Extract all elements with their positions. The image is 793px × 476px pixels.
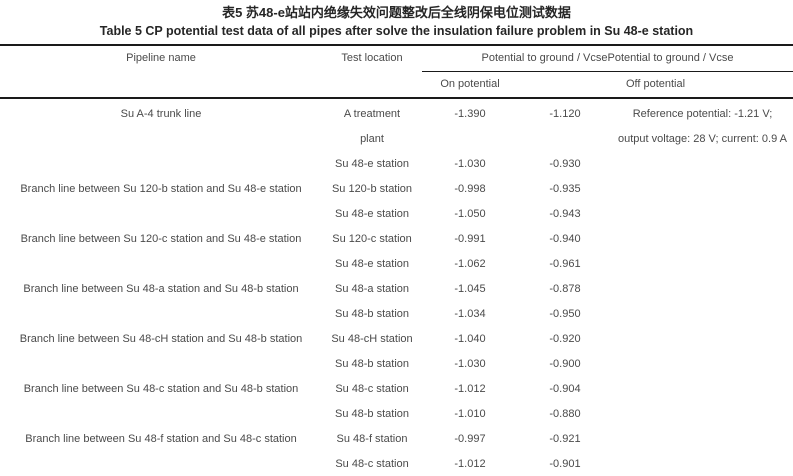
- col-header-pipeline-name: Pipeline name: [0, 45, 322, 99]
- test-location-cell: Su 120-b station: [331, 183, 413, 195]
- off-potential-cell: -0.961: [549, 258, 581, 270]
- test-location-cell: Su 48-c station: [335, 383, 409, 395]
- table-row: Su 48-b station -1.034 -0.950: [0, 302, 793, 327]
- pipeline-name-cell: Su A-4 trunk line: [120, 108, 202, 120]
- potential-group-label-1: Potential to ground / Vcse: [481, 52, 608, 64]
- table-header: Pipeline name Test location Potential to…: [0, 45, 793, 99]
- on-potential-cell: -1.034: [454, 308, 486, 320]
- test-location-cell-wrap: Su 48-c station: [322, 377, 422, 402]
- test-location-cell: Su 48-e station: [335, 158, 409, 170]
- off-potential-cell: -0.943: [549, 208, 581, 220]
- test-location-cell-wrap: Su 48-e station: [322, 152, 422, 177]
- table-row: Su A-4 trunk line A treatment plant -1.390…: [0, 98, 793, 152]
- col-header-potential-group: Potential to ground / VcsePotential to g…: [422, 45, 793, 72]
- on-potential-cell: -1.030: [454, 158, 486, 170]
- test-location-cell: Su 48-e station: [335, 258, 409, 270]
- test-location-cell: Su 48-b station: [335, 408, 409, 420]
- off-potential-cell: -0.904: [549, 383, 581, 395]
- test-location-cell: A treatment plant: [343, 108, 401, 145]
- pipeline-name-cell: Branch line between Su 120-c station and…: [20, 233, 302, 245]
- test-location-cell: Su 48-b station: [335, 308, 409, 320]
- test-location-cell: Su 48-f station: [336, 433, 408, 445]
- test-location-cell: Su 48-b station: [335, 358, 409, 370]
- on-potential-cell: -1.012: [454, 383, 486, 395]
- col-header-on-potential: On potential: [422, 71, 518, 99]
- off-potential-cell: -0.950: [549, 308, 581, 320]
- off-potential-cell: -0.878: [549, 283, 581, 295]
- test-location-cell: Su 48-a station: [335, 283, 409, 295]
- off-potential-cell: -0.880: [549, 408, 581, 420]
- table-row: Su 48-e station -1.030 -0.930: [0, 152, 793, 177]
- table-row: Branch line between Su 48-c station and …: [0, 377, 793, 402]
- note-cell: [612, 177, 793, 227]
- test-location-cell: Su 48-cH station: [331, 333, 413, 345]
- col-header-test-location: Test location: [322, 45, 422, 99]
- on-potential-cell: -1.045: [454, 283, 486, 295]
- table-row: Branch line between Su 48-cH station and…: [0, 327, 793, 352]
- table-row: Branch line between Su 120-b station and…: [0, 177, 793, 202]
- on-potential-cell: -1.062: [454, 258, 486, 270]
- off-potential-cell: -0.930: [549, 158, 581, 170]
- test-location-cell: Su 120-c station: [332, 233, 412, 245]
- table-caption-en: Table 5 CP potential test data of all pi…: [99, 24, 694, 38]
- table-row: Su 48-e station -1.050 -0.943: [0, 202, 793, 227]
- table-row: Branch line between Su 48-a station and …: [0, 277, 793, 302]
- test-location-cell-wrap: Su 48-f station: [322, 427, 422, 452]
- table-row: Branch line between Su 120-c station and…: [0, 227, 793, 252]
- note-cell: [612, 327, 793, 377]
- pipeline-name-cell: Branch line between Su 48-f station and …: [25, 433, 297, 445]
- note-line: output voltage: 28 V; current: 0.9 A: [618, 133, 787, 145]
- test-location-cell-wrap: Su 48-e station: [322, 202, 422, 227]
- on-potential-cell: -0.991: [454, 233, 486, 245]
- note-cell: [612, 227, 793, 277]
- test-location-cell-wrap: Su 48-c station: [322, 452, 422, 476]
- test-location-cell: Su 48-e station: [335, 208, 409, 220]
- on-potential-cell: -1.012: [422, 452, 518, 476]
- potential-group-label-2: Potential to ground / Vcse: [607, 52, 734, 64]
- off-potential-cell: -0.921: [549, 433, 581, 445]
- test-location-cell-wrap: Su 120-c station: [322, 227, 422, 252]
- test-location-cell-wrap: Su 48-b station: [322, 352, 422, 377]
- on-potential-cell: -0.997: [454, 433, 486, 445]
- pipeline-name-cell: Branch line between Su 120-b station and…: [20, 183, 302, 195]
- col-header-off-potential: Off potential: [518, 71, 793, 99]
- note-cell: Reference potential: -1.21 V; output volt…: [612, 98, 793, 177]
- pipeline-name-cell: Branch line between Su 48-cH station and…: [19, 333, 303, 345]
- test-location-cell-wrap: Su 48-cH station: [322, 327, 422, 352]
- test-location-cell-wrap: Su 48-e station: [322, 252, 422, 277]
- test-location-cell-wrap: Su 48-b station: [322, 302, 422, 327]
- off-potential-cell: -0.920: [549, 333, 581, 345]
- off-potential-cell: -0.901: [518, 452, 612, 476]
- table-row: Su 48-b station -1.010 -0.880: [0, 402, 793, 427]
- test-location-cell-wrap: Su 120-b station: [322, 177, 422, 202]
- on-potential-cell: -1.010: [454, 408, 486, 420]
- on-potential-cell: -1.030: [454, 358, 486, 370]
- on-potential-cell: -0.998: [454, 183, 486, 195]
- table-caption-zh: 表5 苏48-e站站内绝缘失效问题整改后全线阴保电位测试数据: [222, 5, 571, 20]
- cp-potential-table: Pipeline name Test location Potential to…: [0, 44, 793, 476]
- off-potential-cell: -0.900: [549, 358, 581, 370]
- table-row: Branch line between Su 48-f station and …: [0, 427, 793, 452]
- table-row: Su 48-c station -1.012 -0.901: [0, 452, 793, 476]
- note-cell: [612, 277, 793, 327]
- table-row: Su 48-e station -1.062 -0.961: [0, 252, 793, 277]
- table-body: Su A-4 trunk line A treatment plant -1.390…: [0, 98, 793, 476]
- on-potential-cell: -1.390: [454, 108, 486, 120]
- pipeline-name-cell: Branch line between Su 48-c station and …: [23, 383, 299, 395]
- on-potential-cell: -1.050: [454, 208, 486, 220]
- table-row: Su 48-b station -1.030 -0.900: [0, 352, 793, 377]
- note-line: Reference potential: -1.21 V;: [632, 108, 773, 120]
- note-cell: [612, 377, 793, 427]
- note-cell: [612, 427, 793, 476]
- test-location-cell-wrap: A treatment plant: [322, 98, 422, 152]
- on-potential-cell: -1.040: [454, 333, 486, 345]
- pipeline-name-cell: Branch line between Su 48-a station and …: [23, 283, 299, 295]
- test-location-cell: Su 48-c station: [335, 458, 409, 470]
- off-potential-cell: -0.935: [549, 183, 581, 195]
- test-location-cell-wrap: Su 48-b station: [322, 402, 422, 427]
- test-location-cell-wrap: Su 48-a station: [322, 277, 422, 302]
- off-potential-cell: -1.120: [549, 108, 581, 120]
- off-potential-cell: -0.940: [549, 233, 581, 245]
